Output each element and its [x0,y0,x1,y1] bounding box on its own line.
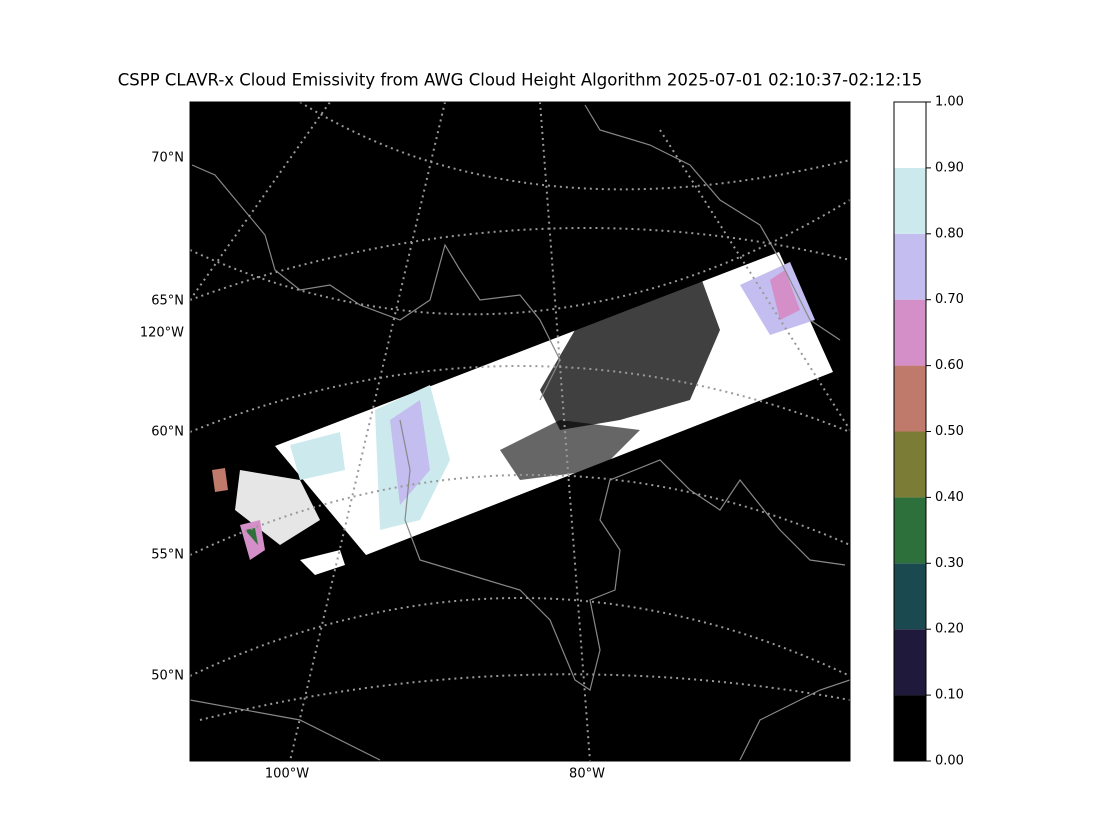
colorbar-tick-label: 0.40 [935,490,964,505]
colorbar-tick-label: 0.70 [935,292,964,307]
colorbar-tick-label: 0.30 [935,556,964,571]
lon-label: 80°W [569,767,605,782]
coastlines [190,104,850,761]
colorbar-segment [894,431,926,498]
colorbar-segment [894,365,926,432]
lat-label: 60°N [151,425,184,440]
colorbar-segment [894,695,926,761]
colorbar-segment [894,629,926,696]
lat-label: 50°N [151,669,184,684]
colorbar-tick-label: 0.90 [935,160,964,175]
lon-label: 100°W [265,767,309,782]
lat-label: 55°N [151,548,184,563]
colorbar-tick-label: 0.10 [935,688,964,703]
graticule [190,102,850,761]
colorbar-segment [894,233,926,300]
map-frame [189,101,851,762]
lat-label: 70°N [151,151,184,166]
colorbar-tick-label: 0.00 [935,754,964,769]
colorbar-tick-label: 0.20 [935,622,964,637]
colorbar-tick-label: 1.00 [935,95,964,110]
lat-label: 120°W [140,326,184,341]
colorbar-segment [894,497,926,564]
colorbar-segment [894,563,926,630]
lat-label: 65°N [151,294,184,309]
colorbar-segment [894,299,926,366]
colorbar-tick-label: 0.50 [935,424,964,439]
map [190,102,850,761]
colorbar-tick-label: 0.60 [935,358,964,373]
colorbar-segment [894,167,926,234]
colorbar-tick-label: 0.80 [935,226,964,241]
swath [212,252,833,575]
title: CSPP CLAVR-x Cloud Emissivity from AWG C… [118,71,922,90]
colorbar-segment [894,102,926,168]
